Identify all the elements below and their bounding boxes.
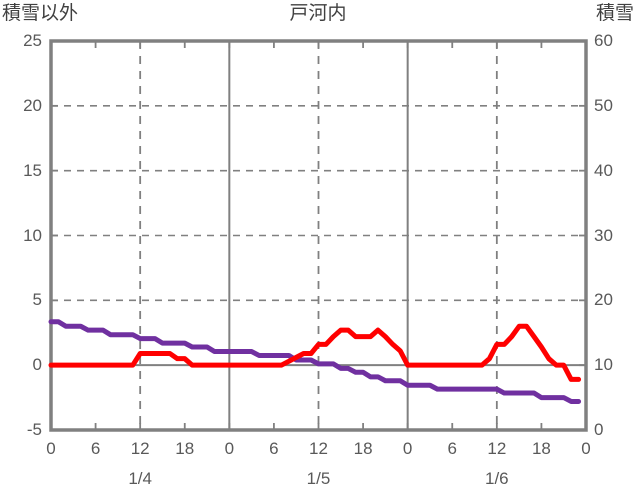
x-axis-tick-label: 6 xyxy=(269,439,279,458)
x-axis-tick-label: 18 xyxy=(175,439,195,458)
y-axis-left-tick-label: 5 xyxy=(32,290,42,310)
y-axis-left-tick-label: 15 xyxy=(23,160,42,180)
x-axis-day-label: 1/6 xyxy=(485,469,509,488)
y-axis-right-tick-label: 60 xyxy=(594,31,613,50)
x-axis-tick-label: 0 xyxy=(581,439,591,458)
x-axis-tick-label: 12 xyxy=(487,439,507,458)
y-axis-right-tick-label: 0 xyxy=(594,420,604,439)
series-line-non-snow xyxy=(48,323,582,382)
x-axis-tick-label: 0 xyxy=(224,439,235,458)
x-axis-tick-label: 12 xyxy=(309,439,328,458)
y-axis-left-tick-label: 0 xyxy=(32,355,42,375)
y-axis-right-tick-label: 30 xyxy=(594,225,613,245)
y-axis-right-tick-label: 10 xyxy=(594,355,613,375)
y-axis-left-tick-label: 20 xyxy=(23,95,42,115)
plot-border xyxy=(49,39,588,432)
y-axis-right-tick-label: 20 xyxy=(594,290,613,310)
x-axis-tick-label: 6 xyxy=(447,439,457,458)
y-axis-right-tick-label: 40 xyxy=(594,160,613,180)
x-axis-tick-label: 6 xyxy=(90,439,101,458)
x-axis-tick-label: 0 xyxy=(402,439,413,458)
x-axis-tick-label: 0 xyxy=(46,439,56,458)
x-axis-tick-label: 12 xyxy=(130,439,150,458)
x-axis-day-label: 1/4 xyxy=(128,469,152,488)
x-axis-tick-label: 18 xyxy=(531,439,551,458)
series-line-snow-depth xyxy=(48,319,582,404)
right-axis-title: 積雪 xyxy=(595,3,634,24)
y-axis-left-tick-label: -5 xyxy=(26,420,42,439)
page-title: 戸河内 xyxy=(289,3,347,24)
x-axis-tick-label: 18 xyxy=(353,439,373,458)
left-axis-title: 積雪以外 xyxy=(2,3,79,24)
y-axis-left-tick-label: 25 xyxy=(23,31,42,50)
y-axis-right-tick-label: 50 xyxy=(594,95,613,115)
x-axis-day-label: 1/5 xyxy=(306,469,331,488)
y-axis-left-tick-label: 10 xyxy=(23,225,42,245)
